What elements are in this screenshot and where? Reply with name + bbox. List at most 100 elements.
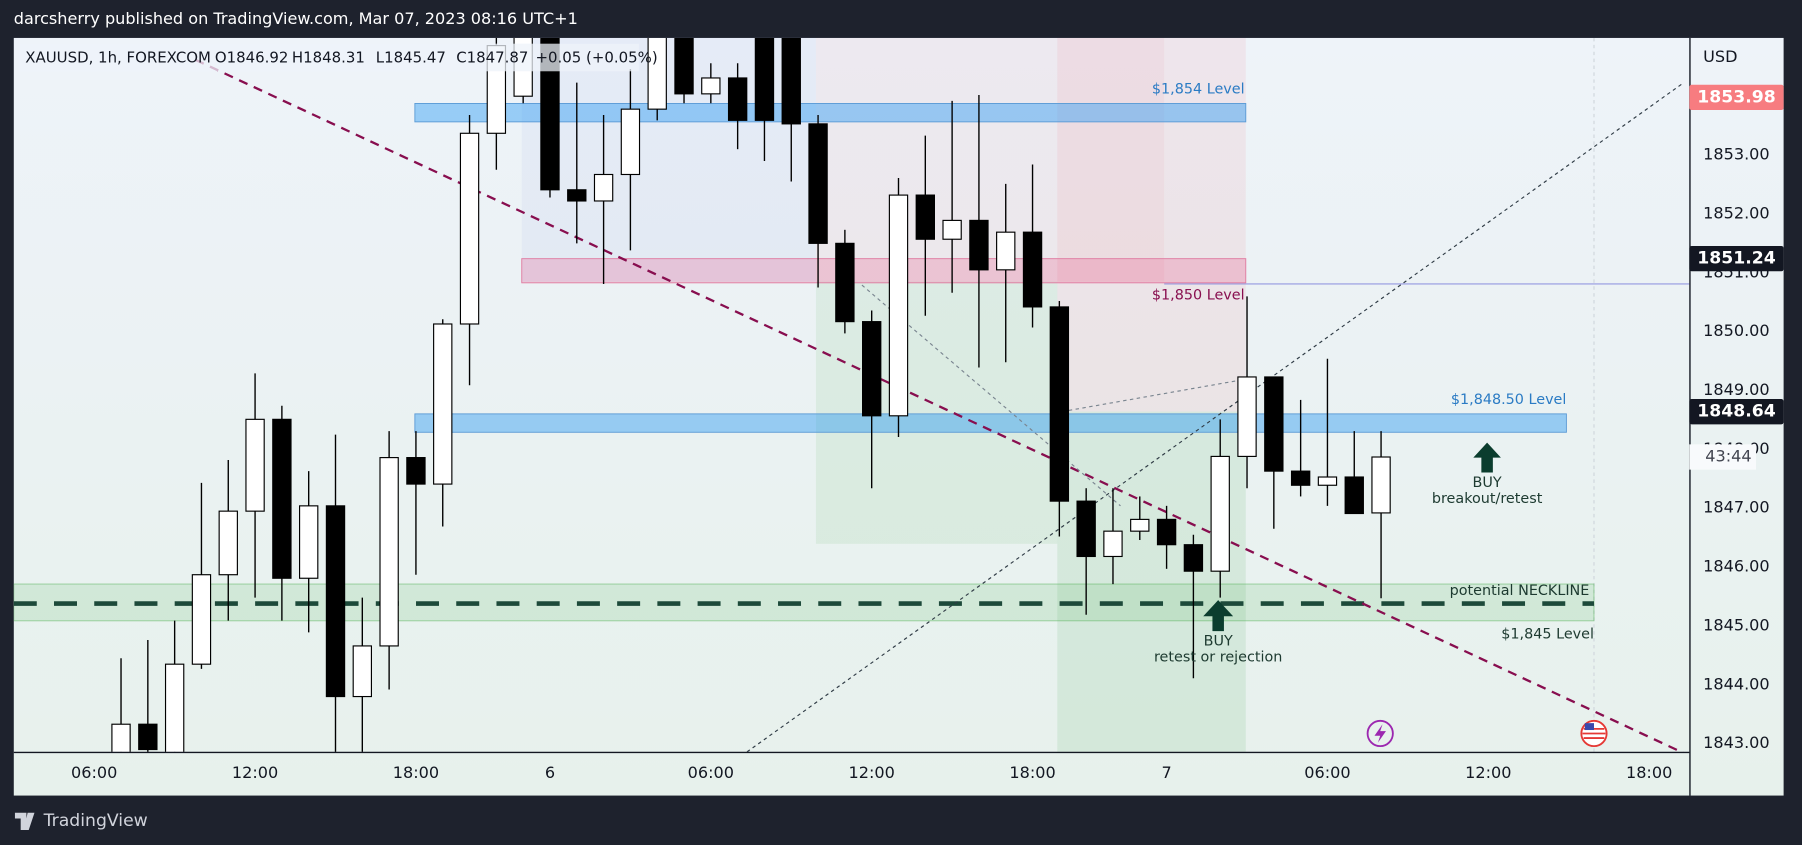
y-tick-label: 1853.00 [1703,145,1769,164]
candle-body [647,37,667,110]
position-box [815,281,1058,544]
publisher: darcsherry published on TradingView.com,… [14,9,578,28]
level-label: $1,854 Level [1152,82,1245,98]
ohlc-close: C1847.87 [456,49,528,67]
candle-body [1290,470,1311,486]
y-tick-label: 1849.00 [1703,380,1769,399]
candle-body [1049,306,1070,502]
ohlc-change: +0.05 (+0.05%) [536,49,658,67]
flag-canton [1584,723,1594,731]
countdown: 43:44 [1705,447,1751,466]
candle-body [164,663,185,752]
candle-body [1103,530,1123,558]
candle-body [433,323,453,485]
candle-body [835,242,855,323]
candle-body [138,723,158,751]
trend-line [746,82,1684,752]
x-tick-label: 18:00 [1009,763,1055,782]
zone [521,258,1247,284]
currency: USD [1703,47,1737,66]
candles [111,37,1391,752]
candle-body [459,132,480,325]
symbol: XAUUSD, 1h, FOREXCOM [25,49,211,67]
y-tick-label: 1852.00 [1703,203,1769,222]
y-tick-label: 1850.00 [1703,321,1769,340]
candle-body [727,77,748,121]
position-box [815,37,1165,282]
candle-body [754,37,775,121]
candle-body [1317,476,1338,486]
x-tick-label: 12:00 [232,763,278,782]
candle-body [620,108,641,176]
candle-body [567,189,587,202]
x-tick-label: 12:00 [1465,763,1511,782]
candle-body [1237,376,1257,457]
axes: 1843.00 1844.00 1845.00 1846.00 1847.00 1848.… [71,84,1784,782]
x-tick-label: 06:00 [1304,763,1350,782]
candle-body [1371,456,1391,514]
y-tick-label: 1847.00 [1703,498,1769,517]
candle-body [1264,376,1284,472]
brand: TradingView [43,811,148,831]
candle-body [701,77,721,95]
price-label: 1848.64 [1697,402,1775,422]
x-tick-label: 18:00 [393,763,439,782]
x-tick-label: 06:00 [688,763,734,782]
position-box [1057,37,1246,412]
candle-body [1210,455,1230,572]
candle-body [1076,500,1096,558]
candle-body [111,723,131,752]
level-label: $1,848.50 Level [1451,392,1567,408]
event-icon-bolt [1374,724,1386,743]
candle-body [593,173,614,202]
neckline-label: potential NECKLINE [1450,583,1590,599]
ohlc-open: O1846.92 [215,49,289,67]
level-label: $1,850 Level [1152,287,1245,303]
candle-body [379,457,399,647]
candle-body [781,37,801,125]
candle-body [540,37,560,191]
buy-note: breakout/retest [1432,491,1543,507]
candle-body [406,457,426,485]
x-tick-label: 12:00 [849,763,895,782]
level-label: $1,845 Level [1501,627,1594,643]
annotations: XAUUSD, 1h, FOREXCOM O1846.92 H1848.31 L… [18,43,1608,748]
price-label-bg [1689,84,1784,111]
price-label-bg [1689,399,1784,425]
x-tick-label: 06:00 [71,763,117,782]
buy-arrow [1203,600,1234,632]
y-tick-label: 1843.00 [1703,733,1769,752]
ohlc-high: H1848.31 [292,49,365,67]
candle-body [674,37,694,95]
buy-label: BUY [1204,634,1233,650]
drawings [13,37,1690,752]
candle-body [218,510,238,576]
candle-body [1022,231,1043,308]
legend-bg [18,43,639,72]
brand-logo [14,812,35,831]
buy-arrow [1473,442,1501,473]
x-tick-label: 7 [1161,763,1171,782]
candle-body [1130,518,1150,532]
candle-body [325,505,346,698]
ohlc-low: L1845.47 [376,49,446,67]
y-tick-label: 1844.00 [1703,674,1769,693]
candle-body [352,645,373,698]
candle-body [272,418,292,579]
candle-body [1156,518,1177,546]
y-tick-label: 1846.00 [1703,557,1769,576]
candle-body [191,574,212,665]
event-icon[interactable] [1366,719,1394,748]
zone [414,103,1247,123]
candle-body [862,321,882,417]
candle-body [969,219,989,271]
trend-line [194,58,1684,752]
candle-body [888,194,909,417]
candle-body [1183,544,1204,572]
candle-body [808,123,828,244]
x-tick-label: 6 [545,763,555,782]
y-tick-label: 1845.00 [1703,615,1769,634]
price-label-bg [1689,246,1784,272]
